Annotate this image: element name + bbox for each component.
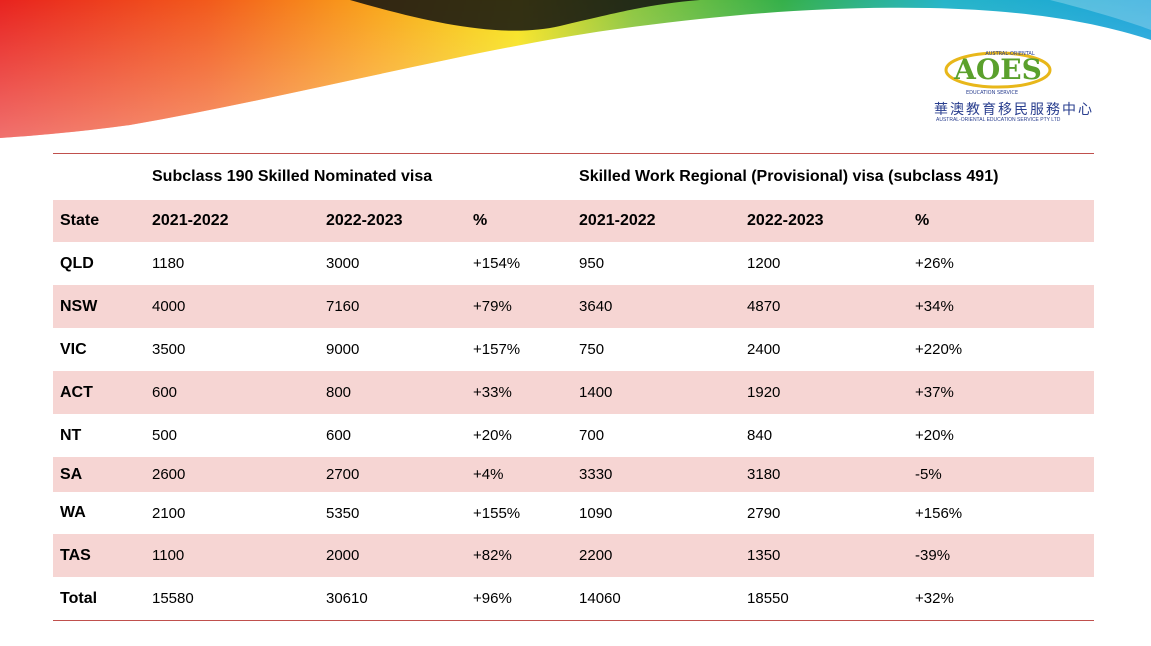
column-header-190-pct: % [466,200,573,242]
table-cell: 2000 [319,534,466,577]
table-cell: 2200 [572,534,741,577]
group-header-491: Skilled Work Regional (Provisional) visa… [579,168,999,185]
table-cell: 600 [145,371,319,414]
table-row-vic: VIC 3500 9000 +157% 750 2400 +220% [53,328,1094,371]
column-header-row: State 2021-2022 2022-2023 % 2021-2022 20… [53,200,1095,242]
company-logo: AOES AUSTRAL-ORIENTAL EDUCATION SERVICE … [930,46,1094,126]
table-cell: 1090 [579,504,613,522]
table-cell: +20% [915,427,954,444]
table-cell: +34% [908,285,1095,328]
table-cell: -39% [908,534,1095,577]
table-cell: 1200 [747,255,781,272]
table-cell: +37% [908,371,1095,414]
table-row-wa: WA 2100 5350 +155% 1090 2790 +156% [53,492,1094,534]
table-cell-state: Total [60,589,98,607]
table-cell: 2100 [152,504,186,522]
table-cell-state: ACT [53,371,145,414]
table-cell: 1180 [152,255,185,272]
table-cell: 1400 [572,371,741,414]
decorative-swoosh [0,0,1151,138]
table-cell: 1920 [740,371,909,414]
table-cell: 15580 [152,590,194,607]
table-cell: 3180 [740,457,909,492]
group-header-190: Subclass 190 Skilled Nominated visa [152,168,433,185]
table-cell: 7160 [319,285,466,328]
table-cell: 2700 [319,457,466,492]
table-cell: +155% [473,504,521,522]
column-header-190-2021: 2021-2022 [145,200,319,242]
group-header-row: Subclass 190 Skilled Nominated visa Skil… [53,154,1094,201]
table-row-tas: TAS 1100 2000 +82% 2200 1350 -39% [53,534,1095,577]
logo-mark-icon: AOES AUSTRAL-ORIENTAL EDUCATION SERVICE [944,51,1052,96]
table-cell-state: SA [53,457,145,492]
table-cell-state: WA [60,504,86,521]
column-header-491-pct: % [908,200,1095,242]
table-cell-state: TAS [53,534,145,577]
table-cell: 5350 [326,504,360,522]
table-cell: 18550 [747,590,789,607]
table-row-total: Total 15580 30610 +96% 14060 18550 +32% [53,577,1094,621]
table-cell: +20% [473,427,512,444]
table-cell: 3500 [152,341,186,358]
table-cell: 2600 [145,457,319,492]
table-cell: 750 [579,341,605,358]
table-cell: 700 [579,427,605,444]
logo-arc-top: AUSTRAL-ORIENTAL [985,51,1035,57]
logo-chinese-text: 華澳教育移民服務中心 [934,102,1094,118]
visa-allocation-table: Subclass 190 Skilled Nominated visa Skil… [53,153,1095,621]
table-cell: 14060 [579,590,621,607]
table-cell: +33% [466,371,573,414]
table-cell: +154% [473,255,521,272]
table-cell: 800 [319,371,466,414]
table-cell: 2400 [747,341,781,358]
table-cell: +82% [466,534,573,577]
table-cell: 30610 [326,590,368,607]
table-cell: 3000 [326,255,360,272]
logo-company-name: AUSTRAL-ORIENTAL EDUCATION SERVICE PTY L… [936,117,1061,123]
table-cell: 4000 [145,285,319,328]
logo-brand-text: AOES [953,53,1042,86]
table-cell-state: NT [60,426,82,444]
table-cell: 1100 [145,534,319,577]
table-cell: 3330 [572,457,741,492]
table-row-qld: QLD 1180 3000 +154% 950 1200 +26% [53,242,1094,285]
table-cell: 500 [152,427,178,444]
table-cell: 3640 [572,285,741,328]
table-cell: 1350 [740,534,909,577]
column-header-491-2022: 2022-2023 [740,200,909,242]
table-cell-state: QLD [60,254,94,272]
table-cell: 950 [579,255,605,272]
table-cell: +220% [915,341,963,358]
table-row-act: ACT 600 800 +33% 1400 1920 +37% [53,371,1095,414]
table-cell: -5% [908,457,1095,492]
logo-arc-bottom: EDUCATION SERVICE [966,90,1018,96]
table-cell: 840 [747,427,773,444]
table-cell: +156% [915,504,963,522]
table-row-nt: NT 500 600 +20% 700 840 +20% [53,414,1094,457]
table-cell: +96% [473,590,512,607]
table-cell: 2790 [747,504,781,522]
table-cell: 600 [326,427,352,444]
table-cell: +79% [466,285,573,328]
column-header-190-2022: 2022-2023 [319,200,466,242]
table-cell: 4870 [740,285,909,328]
table-row-nsw: NSW 4000 7160 +79% 3640 4870 +34% [53,285,1095,328]
table-row-sa: SA 2600 2700 +4% 3330 3180 -5% [53,457,1095,492]
table-cell: +157% [473,341,521,358]
table-cell: +4% [466,457,573,492]
table-cell: 9000 [326,341,360,358]
table-cell-state: NSW [53,285,145,328]
table-cell: +26% [915,255,954,272]
column-header-state: State [53,200,145,242]
column-header-491-2021: 2021-2022 [572,200,741,242]
table-cell: +32% [915,590,954,607]
table-cell-state: VIC [60,340,87,358]
